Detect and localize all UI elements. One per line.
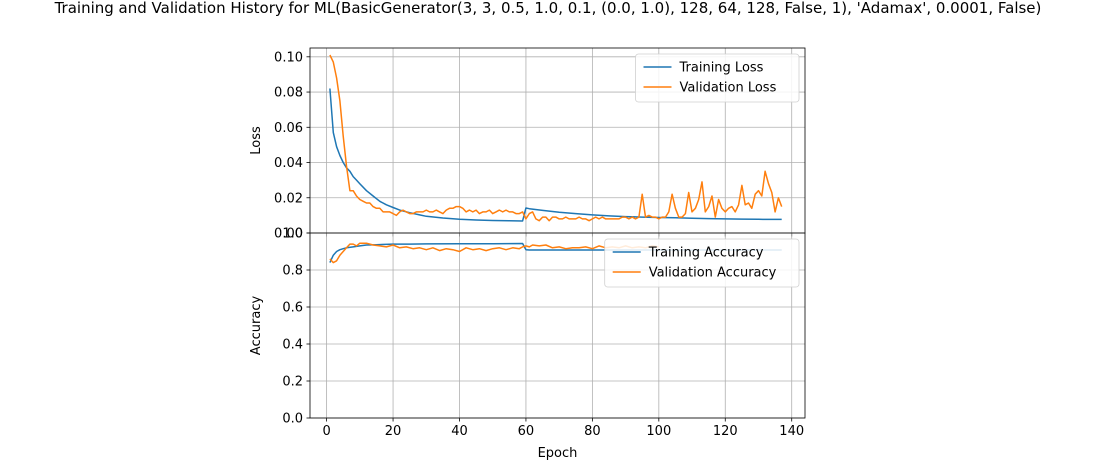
accuracy-axes: 0 20 40 60 80 100 120 140 0.0 0.2 0.4 0.6 0.8 1.0 Accu…: [249, 227, 806, 460]
x-tick-label: 0: [322, 424, 330, 439]
axes-frame: [309, 232, 806, 419]
legend-box: [604, 238, 800, 288]
x-tick-label: 60: [518, 424, 535, 439]
legend-label: Training Accuracy: [648, 246, 764, 261]
y-tick-label: 0.02: [274, 191, 303, 206]
y-axis-label: Loss: [249, 126, 264, 155]
legend-label: Validation Accuracy: [649, 266, 777, 281]
series-line-validation-accuracy: [329, 242, 659, 264]
y-tick-label: 1.0: [282, 227, 303, 242]
y-tick-label: 0.4: [282, 338, 303, 353]
legend: Training Loss Validation Loss: [635, 53, 800, 103]
series-line-validation-loss: [329, 54, 783, 222]
y-tick-label: 0.6: [282, 301, 303, 316]
x-tick-label: 20: [385, 424, 402, 439]
legend-label: Training Loss: [679, 61, 764, 76]
y-axis-label: Accuracy: [249, 296, 264, 356]
x-tick-label: 100: [646, 424, 671, 439]
y-tick-label: 0.00: [274, 227, 303, 242]
legend-label: Validation Loss: [680, 81, 777, 96]
y-tick-label: 0.2: [282, 375, 303, 390]
chart-title: Training and Validation History for ML(B…: [54, 0, 1042, 17]
y-tick-label: 0.8: [282, 264, 303, 279]
y-tick-label: 0.06: [274, 121, 303, 136]
legend: Training Accuracy Validation Accuracy: [604, 238, 800, 288]
x-tick-label: 140: [779, 424, 804, 439]
x-tick-label: 40: [451, 424, 468, 439]
series-line-training-loss: [329, 88, 782, 222]
legend-box: [635, 53, 800, 103]
x-tick-label: 120: [713, 424, 738, 439]
x-tick-label: 80: [584, 424, 601, 439]
y-tick-label: 0.0: [282, 412, 303, 427]
y-tick-label: 0.04: [274, 156, 303, 171]
x-axis-label: Epoch: [538, 446, 578, 460]
loss-axes: 0.00 0.02 0.04 0.06 0.08 0.10 Loss Training Los…: [249, 47, 806, 242]
y-tick-label: 0.10: [274, 50, 303, 65]
y-tick-label: 0.08: [274, 86, 303, 101]
